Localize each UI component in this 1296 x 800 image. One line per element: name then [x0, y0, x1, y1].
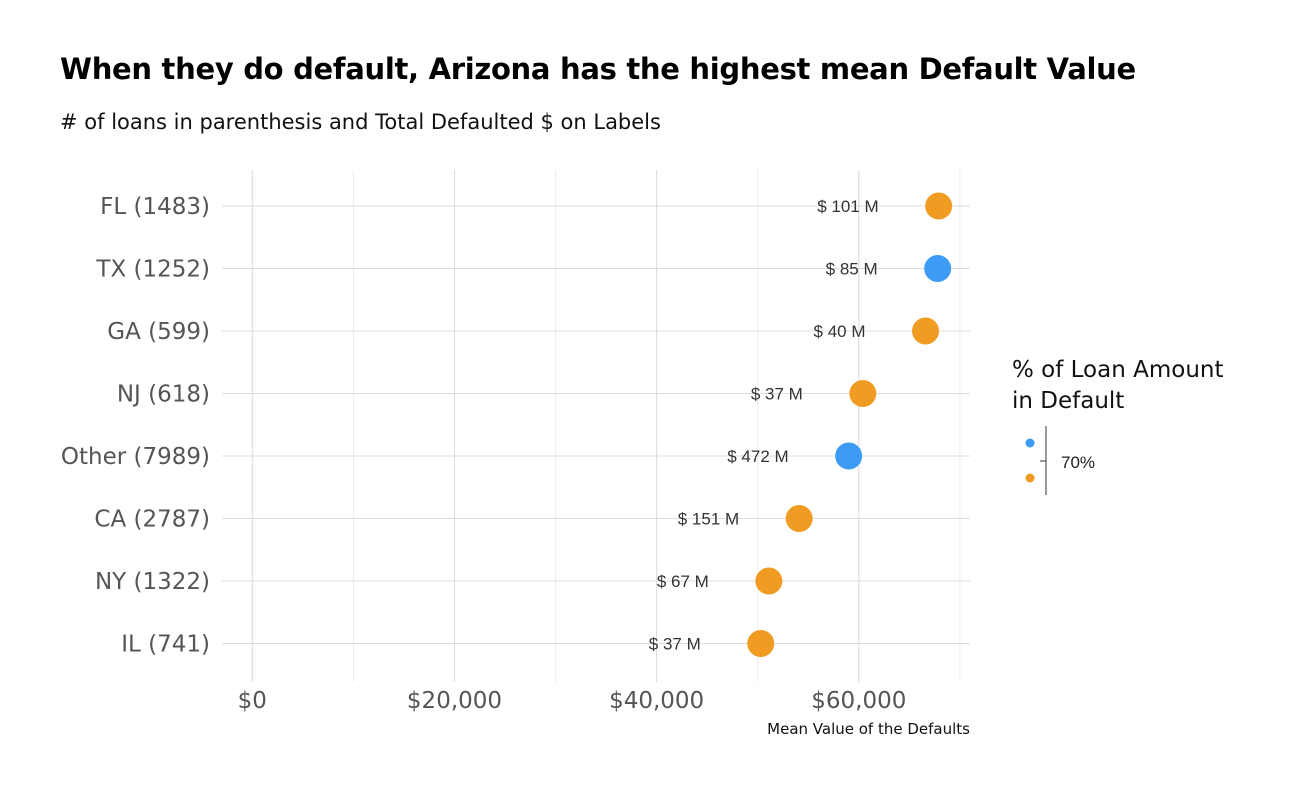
data-point	[925, 192, 953, 220]
x-tick-label: $40,000	[609, 688, 704, 714]
y-tick-label: IL (741)	[121, 632, 210, 658]
legend-key-low	[1025, 473, 1035, 483]
legend-title-line-2: in Default	[1012, 388, 1124, 414]
data-label: $ 67 M	[657, 572, 709, 591]
y-tick-label: NY (1322)	[95, 569, 210, 595]
data-point	[849, 380, 877, 407]
data-label: $ 37 M	[649, 635, 701, 654]
data-label: $ 37 M	[751, 385, 803, 404]
data-point	[912, 317, 940, 345]
y-tick-label: Other (7989)	[61, 444, 210, 470]
y-tick-label: TX (1252)	[95, 257, 210, 283]
y-tick-label: NJ (618)	[117, 382, 210, 408]
legend-tick-label: 70%	[1061, 453, 1095, 472]
y-tick-label: CA (2787)	[94, 507, 210, 533]
data-label: $ 472 M	[727, 447, 788, 466]
data-label: $ 101 M	[817, 197, 878, 216]
x-tick-label: $0	[238, 688, 267, 714]
data-point	[755, 567, 783, 595]
x-tick-label: $20,000	[407, 688, 502, 714]
data-label: $ 151 M	[678, 510, 739, 529]
x-tick-label: $60,000	[811, 688, 906, 714]
legend-key-high	[1025, 438, 1035, 448]
data-point	[747, 630, 775, 657]
data-point	[835, 442, 863, 470]
data-label: $ 85 M	[826, 260, 878, 279]
data-point	[785, 505, 813, 532]
y-tick-label: GA (599)	[107, 319, 210, 345]
legend-title-line-1: % of Loan Amount	[1012, 357, 1224, 383]
x-axis-title: Mean Value of the Defaults	[767, 720, 970, 738]
chart-subtitle: # of loans in parenthesis and Total Defa…	[60, 110, 661, 134]
data-label: $ 40 M	[814, 322, 866, 341]
y-tick-label: FL (1483)	[100, 194, 210, 220]
chart-title: When they do default, Arizona has the hi…	[60, 52, 1136, 86]
data-point	[924, 255, 952, 282]
